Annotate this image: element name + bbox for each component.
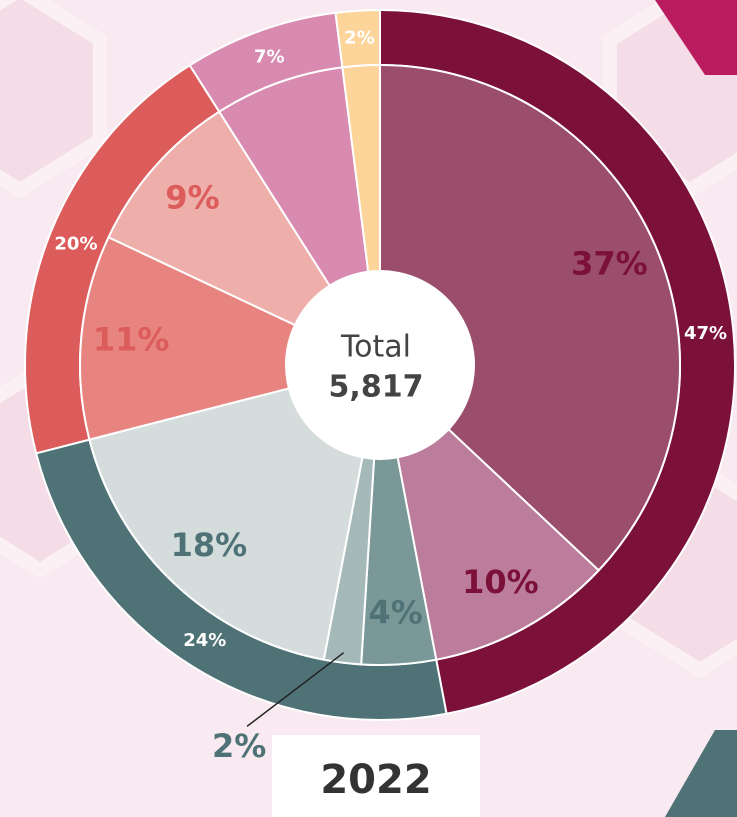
- inner-slice: [88, 363, 382, 661]
- outer-label: 7%: [254, 46, 285, 67]
- center-label: Total: [340, 330, 411, 365]
- outer-label: 20%: [54, 234, 97, 255]
- inner-label: 9%: [165, 179, 219, 217]
- inner-label: 10%: [462, 563, 539, 601]
- inner-slice: [379, 63, 681, 572]
- center-hole: [285, 270, 475, 460]
- inner-label: 37%: [571, 245, 648, 283]
- title-box: [272, 735, 480, 817]
- corner-shape: [665, 730, 737, 817]
- outer-label: 24%: [183, 630, 226, 651]
- inner-label: 18%: [171, 526, 248, 564]
- chart-title: 2022: [320, 757, 431, 803]
- center-value: 5,817: [329, 370, 424, 405]
- inner-label: 4%: [369, 594, 423, 632]
- inner-label: 2%: [212, 727, 266, 765]
- inner-label: 11%: [93, 320, 170, 358]
- corner-shape: [655, 0, 737, 75]
- outer-label: 47%: [684, 323, 727, 344]
- leader-line: [246, 652, 345, 727]
- inner-slice: [79, 235, 383, 441]
- outer-label: 2%: [344, 28, 375, 49]
